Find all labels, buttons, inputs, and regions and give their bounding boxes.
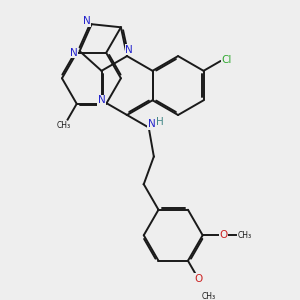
Text: N: N: [83, 16, 90, 26]
Text: N: N: [98, 95, 105, 105]
Text: N: N: [70, 47, 77, 58]
Text: H: H: [155, 118, 163, 128]
Text: CH₃: CH₃: [237, 231, 251, 240]
Text: CH₃: CH₃: [57, 121, 71, 130]
Text: CH₃: CH₃: [202, 292, 216, 300]
Text: O: O: [220, 230, 228, 240]
Text: Cl: Cl: [222, 56, 232, 65]
Text: N: N: [148, 119, 155, 129]
Text: O: O: [194, 274, 202, 284]
Text: N: N: [125, 45, 133, 55]
